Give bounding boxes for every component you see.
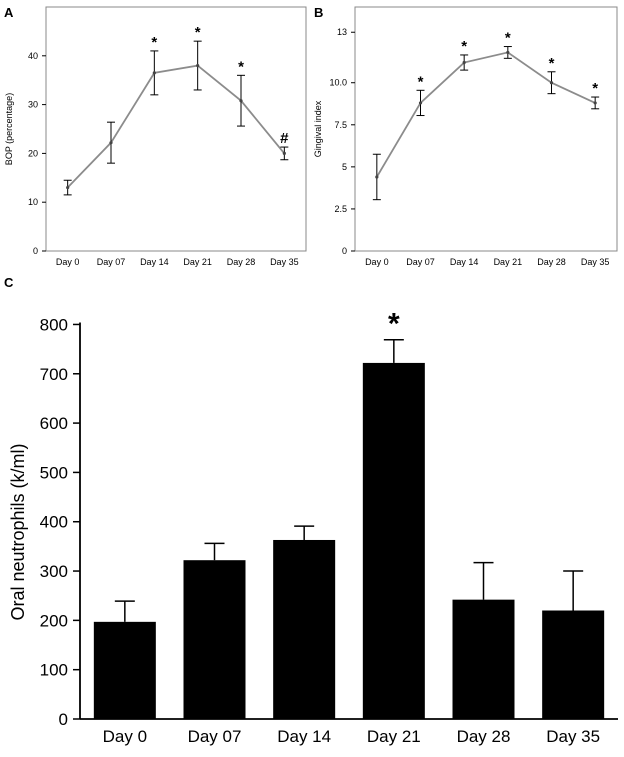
panel-b-x-tick-label: Day 21 xyxy=(494,257,523,267)
panel-a-x-tick-label: Day 07 xyxy=(97,257,126,267)
panel-a-significance-marker: * xyxy=(238,58,244,75)
panel-c-y-tick-label: 800 xyxy=(40,315,68,334)
panel-b-y-axis-label: Gingival index xyxy=(313,100,323,157)
panel-a-x-tick-label: Day 28 xyxy=(227,257,256,267)
panel-c-bar-chart: 0 100 200 300 400 500 600 700 800 Oral neutrophil… xyxy=(8,308,618,746)
panel-a-significance-marker: # xyxy=(280,130,289,147)
panel-b-x-tick-label: Day 28 xyxy=(537,257,566,267)
panel-c-bar xyxy=(542,610,605,719)
panel-c-significance-marker: * xyxy=(388,308,400,341)
panel-c-y-tick-label: 400 xyxy=(40,513,68,532)
panel-b-y-tick-label: 0 xyxy=(342,246,347,256)
panel-c-y-tick-label: 0 xyxy=(59,710,68,729)
panel-c-x-tick-label: Day 28 xyxy=(457,727,511,746)
panel-a-significance-marker: * xyxy=(195,24,201,41)
panel-b-significance-marker: * xyxy=(592,80,598,97)
panel-a-plot-frame xyxy=(45,6,307,252)
panel-a-data-point xyxy=(282,151,286,155)
panel-c-y-axis-label: Oral neutrophils (k/ml) xyxy=(8,443,28,620)
panel-c-x-tick-label: Day 07 xyxy=(188,727,242,746)
panel-c-y-tick-label: 200 xyxy=(40,611,68,630)
panel-a-y-tick-label: 0 xyxy=(33,246,38,256)
panel-c-bar xyxy=(93,621,156,719)
panel-c-y-tick-label: 300 xyxy=(40,562,68,581)
panel-a-series-line xyxy=(67,64,286,189)
panel-a-data-point xyxy=(66,185,70,190)
panel-c-bar xyxy=(362,362,425,719)
panel-a-data-point xyxy=(239,99,243,103)
panel-b-x-tick-label: Day 07 xyxy=(406,257,435,267)
panel-c-x-tick-label: Day 14 xyxy=(277,727,331,746)
panel-c-bar xyxy=(273,539,336,719)
panel-c-x-tick-label: Day 21 xyxy=(367,727,421,746)
panel-b-y-tick-label: 7.5 xyxy=(334,120,347,130)
panel-b-x-tick-label: Day 35 xyxy=(581,257,610,267)
panel-a-data-point xyxy=(152,71,156,75)
panel-b-y-tick-label: 10.0 xyxy=(329,78,347,88)
panel-a-data-point xyxy=(109,141,113,145)
panel-a-data-point xyxy=(196,63,200,68)
panel-c-y-tick-label: 700 xyxy=(40,365,68,384)
panel-c-bar xyxy=(183,560,246,719)
panel-b-series-line xyxy=(376,51,596,178)
panel-b-significance-marker: * xyxy=(461,38,467,55)
panel-a-x-tick-label: Day 21 xyxy=(183,257,212,267)
panel-a-line-chart: 0 10 20 30 40 Day 0 Day 07 Day 14 Day 21 Day 28 Da… xyxy=(4,6,307,267)
panel-b-x-tick-label: Day 0 xyxy=(365,257,389,267)
panel-a-y-tick-label: 40 xyxy=(28,51,38,61)
panel-b-data-point xyxy=(375,175,379,179)
panel-b-plot-frame xyxy=(354,6,618,252)
panel-a-y-tick-label: 20 xyxy=(28,148,38,158)
panel-b-data-point xyxy=(462,60,466,65)
panel-a-y-axis-label: BOP (percentage) xyxy=(4,93,14,165)
panel-a-significance-marker: * xyxy=(151,34,157,51)
panel-b-x-tick-label: Day 14 xyxy=(450,257,479,267)
panel-b-data-point xyxy=(506,50,510,55)
panel-b-data-point xyxy=(593,101,597,105)
panel-a-x-tick-label: Day 0 xyxy=(56,257,80,267)
panel-label-a: A xyxy=(4,5,14,20)
panel-b-significance-marker: * xyxy=(549,55,555,72)
panel-c-x-tick-label: Day 0 xyxy=(103,727,147,746)
panel-c-y-tick-label: 500 xyxy=(40,463,68,482)
panel-b-line-chart: 0 2.5 5 7.5 10.0 13 Day 0 Day 07 Day 14 Day 21 Day… xyxy=(313,6,618,267)
panel-label-c: C xyxy=(4,275,14,290)
panel-b-data-point xyxy=(418,101,423,105)
panel-a-x-tick-label: Day 35 xyxy=(270,257,299,267)
panel-b-significance-marker: * xyxy=(505,30,511,47)
panel-c-y-tick-label: 600 xyxy=(40,414,68,433)
panel-a-y-tick-label: 10 xyxy=(28,197,38,207)
panel-b-y-tick-label: 13 xyxy=(337,27,347,37)
panel-b-significance-marker: * xyxy=(418,73,424,90)
panel-b-y-tick-label: 5 xyxy=(342,162,347,172)
panel-c-y-tick-label: 100 xyxy=(40,661,68,680)
panel-label-b: B xyxy=(314,5,323,20)
panel-b-data-point xyxy=(549,81,554,85)
panel-a-y-tick-label: 30 xyxy=(28,100,38,110)
panel-b-y-tick-label: 2.5 xyxy=(334,204,347,214)
panel-c-x-tick-label: Day 35 xyxy=(546,727,600,746)
panel-a-x-tick-label: Day 14 xyxy=(140,257,169,267)
panel-c-bar xyxy=(452,599,515,719)
